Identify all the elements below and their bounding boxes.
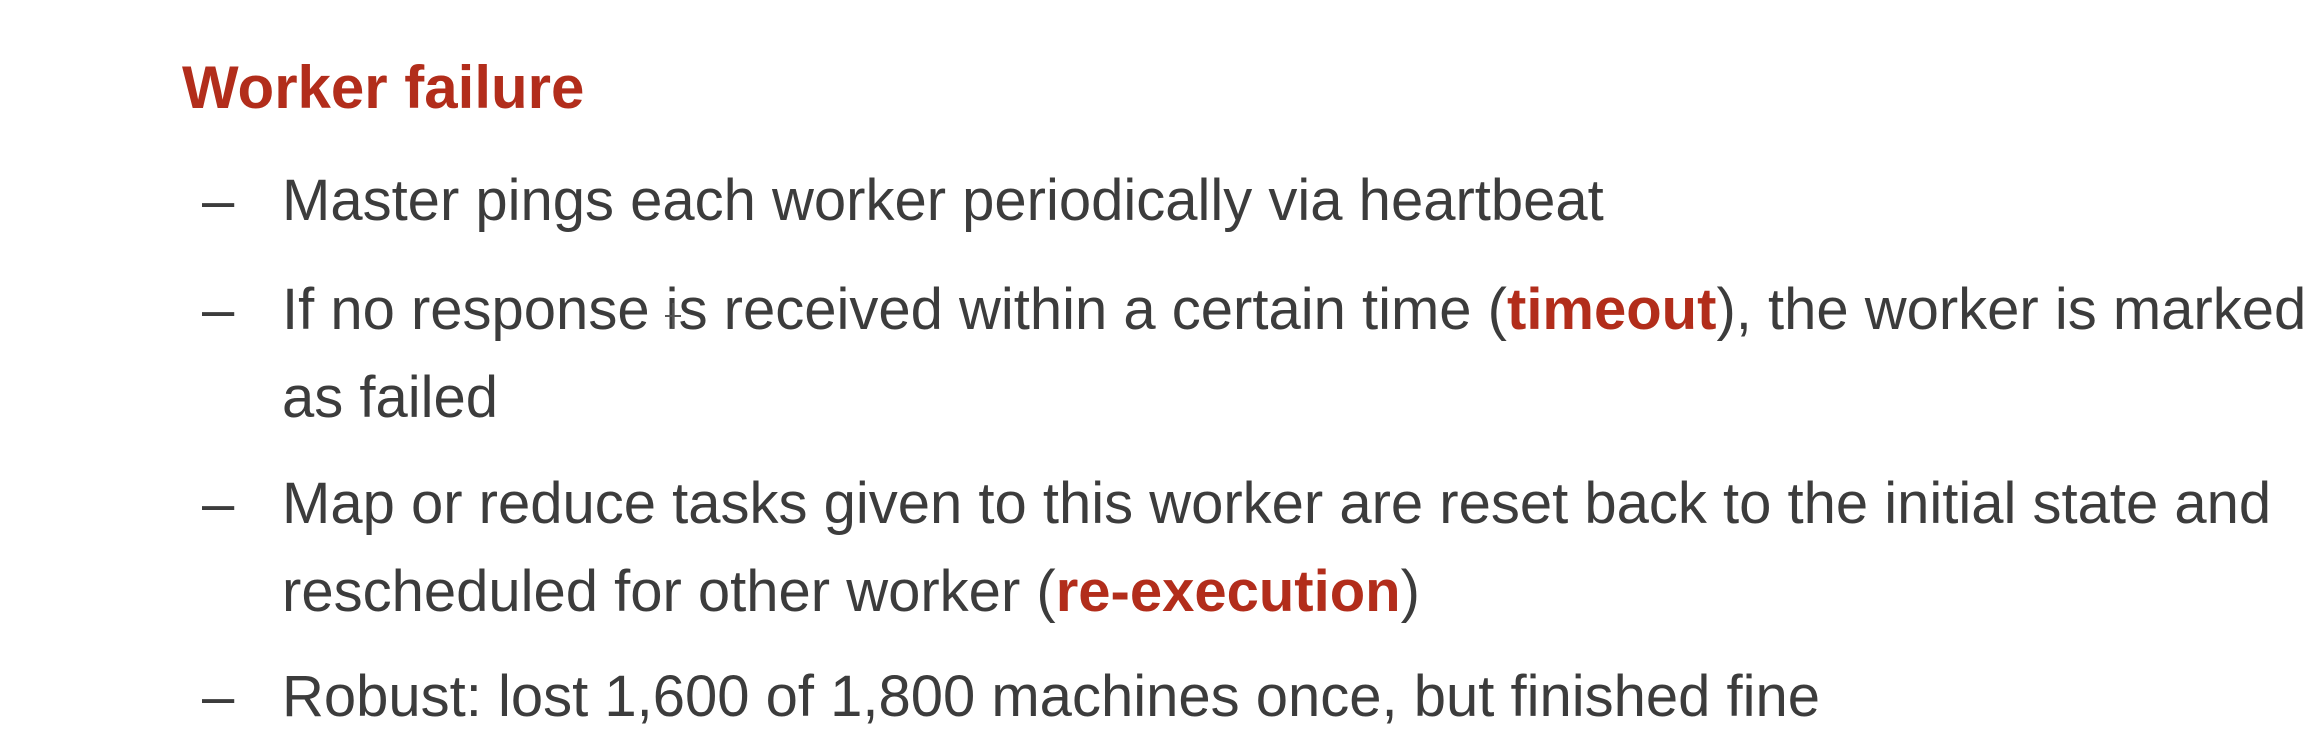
- bullet-text-before: If no response is received within a cert…: [282, 277, 1507, 342]
- bullet-dash: –: [202, 664, 235, 729]
- bullet-dash: –: [202, 168, 235, 233]
- slide-heading: Worker failure: [182, 54, 585, 121]
- bullet-highlight-re-execution: re-execution: [1055, 559, 1401, 624]
- text-cursor-icon: [665, 303, 681, 329]
- bullet-dash: –: [202, 277, 235, 342]
- bullet-text-plain: Robust: lost 1,600 of 1,800 machines onc…: [282, 664, 1820, 729]
- bullet-text-plain: Master pings each worker periodically vi…: [282, 168, 1604, 233]
- bullet-text: Map or reduce tasks given to this worker…: [282, 460, 2312, 636]
- bullet-highlight-timeout: timeout: [1507, 277, 1717, 342]
- bullet-text-after: ), the worker is marked as failed: [282, 277, 2307, 430]
- bullet-text-after: ): [1400, 559, 1420, 624]
- bullet-text: Master pings each worker periodically vi…: [282, 157, 2312, 245]
- bullet-dash: –: [202, 471, 235, 536]
- bullet-text-before: Map or reduce tasks given to this worker…: [282, 471, 2272, 624]
- bullet-text: Robust: lost 1,600 of 1,800 machines onc…: [282, 653, 2312, 741]
- bullet-text: If no response is received within a cert…: [282, 266, 2312, 442]
